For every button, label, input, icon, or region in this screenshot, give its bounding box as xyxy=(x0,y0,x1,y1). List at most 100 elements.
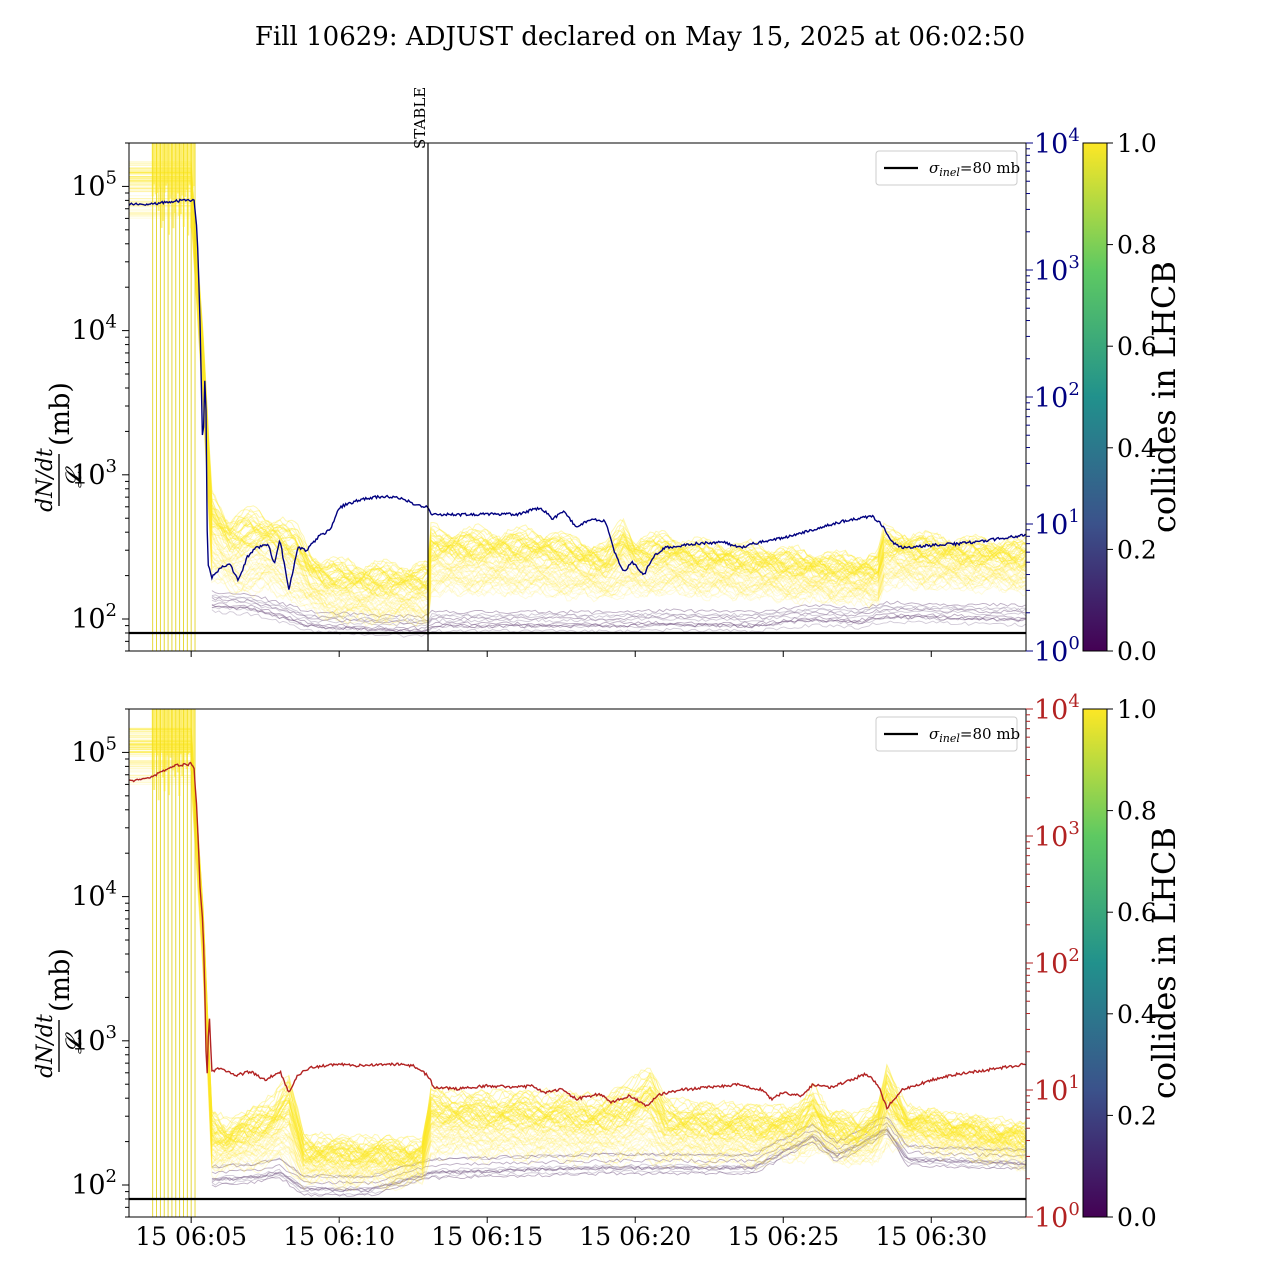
non-colliding-bunch-line xyxy=(211,1133,1026,1197)
colorbar-tick-label: 0.4 xyxy=(1117,1000,1157,1029)
non-colliding-bunch-line xyxy=(211,605,1026,633)
colorbar-gradient xyxy=(1082,708,1108,1218)
colliding-bunch-line xyxy=(129,781,1026,1190)
colliding-bunch-line xyxy=(129,181,1026,595)
y-tick-label: 105 xyxy=(71,167,117,202)
colliding-bunch-line xyxy=(129,776,1026,1188)
y-axis-label: dN/dt 𝓛(mb) xyxy=(33,948,87,1078)
colliding-bunch-line xyxy=(129,776,1026,1185)
colliding-bunch-line xyxy=(129,164,1026,580)
colliding-bunch-line xyxy=(129,171,1026,587)
colliding-bunch-line xyxy=(129,178,1026,591)
non-colliding-bunch-line xyxy=(211,1117,1026,1179)
colliding-bunch-line xyxy=(129,201,1026,614)
colliding-bunch-line xyxy=(129,765,1026,1180)
colliding-bunch-line xyxy=(129,768,1026,1181)
colliding-bunch-line xyxy=(129,748,1026,1168)
colliding-bunch-line xyxy=(129,743,1026,1165)
non-colliding-bunch-line xyxy=(211,606,1026,634)
y-tick-label: 104 xyxy=(71,312,117,347)
non-colliding-bunch-line xyxy=(211,599,1026,627)
colliding-bunch-line xyxy=(129,762,1026,1179)
y-tick-label: 104 xyxy=(71,878,117,913)
y2-tick-label: 104 xyxy=(1034,691,1080,726)
non-colliding-bunch-line xyxy=(211,604,1026,632)
colliding-bunch-line xyxy=(129,733,1026,1157)
colliding-bunch-line xyxy=(129,188,1026,601)
y-axis-label-numerator: dN/dt xyxy=(33,1014,58,1078)
colliding-bunch-line xyxy=(129,180,1026,596)
colorbar-tick-label: 0.4 xyxy=(1117,434,1157,463)
legend-label: σinel=80 mb xyxy=(929,725,1020,745)
colliding-bunch-line xyxy=(129,768,1026,1182)
colorbar-tick-label: 0.8 xyxy=(1117,797,1157,826)
colorbar-tick-label: 1.0 xyxy=(1117,695,1157,724)
colliding-bunch-line xyxy=(129,756,1026,1172)
colliding-bunch-line xyxy=(129,167,1026,583)
colliding-bunch-line xyxy=(129,198,1026,613)
colliding-bunch-line xyxy=(129,783,1026,1192)
colorbar-tick-label: 0.2 xyxy=(1117,1101,1157,1130)
colliding-bunch-line xyxy=(129,744,1026,1166)
colliding-bunch-line xyxy=(129,729,1026,1156)
colliding-bunch-line xyxy=(129,177,1026,592)
colliding-bunch-line xyxy=(129,172,1026,589)
colliding-bunch-line xyxy=(129,750,1026,1170)
colliding-bunch-line xyxy=(129,176,1026,590)
colliding-bunch-line xyxy=(129,747,1026,1167)
colliding-bunch-line xyxy=(129,745,1026,1166)
colliding-bunch-line xyxy=(129,774,1026,1187)
colliding-bunch-line xyxy=(129,198,1026,611)
colliding-bunch-line xyxy=(129,171,1026,585)
y-axis-label-numerator: dN/dt xyxy=(33,448,58,512)
y2-tick-label: 103 xyxy=(1034,252,1080,287)
colliding-bunch-line xyxy=(129,205,1026,619)
colliding-bunch-line xyxy=(129,760,1026,1176)
y2-tick-label: 102 xyxy=(1034,945,1080,980)
colliding-bunch-line xyxy=(129,744,1026,1166)
colliding-bunch-line xyxy=(129,731,1026,1155)
non-colliding-bunch-line xyxy=(211,595,1026,623)
x-tick-label: 15 06:10 xyxy=(283,1222,395,1251)
colliding-bunch-line xyxy=(129,728,1026,1154)
x-tick-label: 15 06:30 xyxy=(875,1222,987,1251)
colliding-bunch-line xyxy=(129,774,1026,1186)
colorbar-tick-label: 0.8 xyxy=(1117,231,1157,260)
colliding-bunch-line xyxy=(129,169,1026,584)
colliding-bunch-line xyxy=(129,770,1026,1184)
colorbar-label: collides in LHCB xyxy=(1145,261,1183,533)
colliding-bunch-line xyxy=(129,195,1026,609)
colliding-bunch-line xyxy=(129,735,1026,1159)
colliding-bunch-line xyxy=(129,198,1026,611)
colliding-bunch-line xyxy=(129,187,1026,602)
colliding-bunch-line xyxy=(129,190,1026,604)
colliding-bunch-line xyxy=(129,728,1026,1153)
colliding-bunch-line xyxy=(129,163,1026,579)
colliding-bunch-line xyxy=(129,169,1026,585)
x-tick-label: 15 06:25 xyxy=(727,1222,839,1251)
y-tick-label: 103 xyxy=(71,456,117,491)
colliding-bunch-line xyxy=(129,747,1026,1167)
luminosity-line xyxy=(129,198,1026,590)
colliding-bunch-line xyxy=(129,752,1026,1170)
colliding-bunch-line xyxy=(129,172,1026,587)
non-colliding-bunch-line xyxy=(211,1129,1026,1193)
colliding-bunch-line xyxy=(129,746,1026,1165)
colliding-bunch-line xyxy=(129,191,1026,606)
colliding-bunch-line xyxy=(129,753,1026,1173)
colliding-bunch-line xyxy=(129,188,1026,603)
colliding-bunch-line xyxy=(129,761,1026,1177)
y2-tick-label: 100 xyxy=(1034,1199,1080,1234)
legend-box xyxy=(875,150,1018,186)
colliding-bunch-line xyxy=(129,743,1026,1163)
colliding-bunch-line xyxy=(129,782,1026,1192)
colliding-bunch-line xyxy=(129,190,1026,605)
colliding-bunch-line xyxy=(129,754,1026,1170)
y-axis-label-unit: (mb) xyxy=(45,382,76,446)
colliding-bunch-line xyxy=(129,190,1026,604)
colliding-bunch-line xyxy=(129,171,1026,586)
non-colliding-bunch-line xyxy=(211,594,1026,622)
colorbar-gradient xyxy=(1082,142,1108,652)
colliding-bunch-line xyxy=(129,180,1026,595)
colliding-bunch-line xyxy=(129,215,1026,627)
